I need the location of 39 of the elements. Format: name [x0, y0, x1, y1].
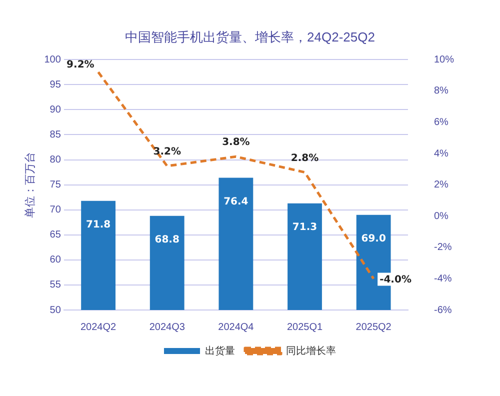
- x-tick-label: 2024Q2: [80, 322, 117, 333]
- data-label: 76.4: [224, 196, 248, 208]
- data-label: 2.8%: [290, 152, 319, 164]
- data-label: 71.3: [292, 222, 318, 233]
- legend-label: 同比增长率: [286, 344, 336, 357]
- data-label: 3.2%: [153, 146, 181, 158]
- x-tick-label: 2024Q4: [218, 322, 254, 333]
- y2-tick-label: 10%: [434, 54, 454, 66]
- y2-tick-label: 8%: [434, 86, 449, 97]
- legend-label: 出货量: [205, 344, 235, 357]
- y-tick-label: 75: [50, 180, 62, 191]
- y-tick-label: 60: [50, 254, 62, 266]
- x-tick-label: 2025Q2: [356, 322, 392, 333]
- y2-tick-label: 4%: [434, 148, 449, 160]
- y-tick-label: 100: [44, 54, 62, 66]
- y-axis-title: 单位：百万台: [24, 152, 37, 218]
- y-tick-label: 80: [50, 154, 62, 166]
- data-label: 69.0: [361, 233, 386, 244]
- x-tick-label: 2024Q3: [149, 322, 186, 333]
- y2-tick-label: 6%: [434, 116, 449, 128]
- y-tick-label: 55: [50, 280, 62, 291]
- y2-tick-label: -6%: [434, 304, 452, 316]
- y2-tick-label: 2%: [434, 180, 449, 191]
- y-tick-label: 85: [50, 129, 62, 140]
- y2-tick-label: -2%: [434, 242, 452, 254]
- data-label: 9.2%: [66, 60, 94, 71]
- y2-tick-label: -4%: [434, 273, 452, 284]
- data-label: 71.8: [86, 219, 111, 230]
- x-tick-label: 2025Q1: [286, 322, 323, 333]
- y-tick-label: 70: [50, 204, 62, 216]
- y-tick-label: 50: [50, 304, 62, 316]
- data-label: -4.0%: [380, 274, 412, 286]
- y-tick-label: 65: [50, 230, 62, 241]
- chart-title: 中国智能手机出货量、增长率，24Q2-25Q2: [125, 29, 375, 44]
- y-tick-label: 95: [50, 79, 62, 90]
- data-label: 68.8: [154, 234, 180, 246]
- y2-tick-label: 0%: [434, 210, 449, 222]
- y-tick-label: 90: [50, 104, 62, 116]
- data-label: 3.8%: [222, 137, 250, 148]
